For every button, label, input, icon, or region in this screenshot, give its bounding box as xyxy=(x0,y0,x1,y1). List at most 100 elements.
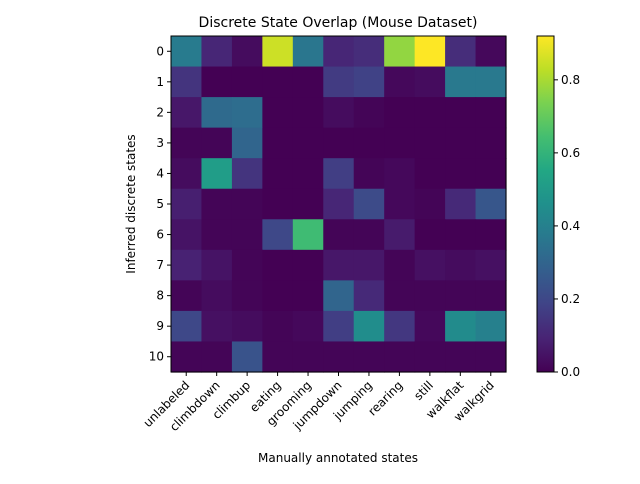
heatmap-cell xyxy=(231,219,263,251)
heatmap-cell xyxy=(353,310,385,343)
heatmap-cell xyxy=(323,127,355,159)
heatmap-cell xyxy=(231,158,263,190)
heatmap-cell xyxy=(231,97,263,129)
heatmap-cell xyxy=(292,249,324,281)
y-tick-label: 2 xyxy=(156,105,164,119)
heatmap-cell xyxy=(292,341,324,373)
chart-title: Discrete State Overlap (Mouse Dataset) xyxy=(199,15,478,31)
heatmap-cell xyxy=(414,249,446,281)
heatmap-cell xyxy=(384,97,416,129)
heatmap-cell xyxy=(475,127,507,159)
y-axis-label: Inferred discrete states xyxy=(124,134,138,273)
heatmap-cell xyxy=(445,97,477,129)
heatmap-cell xyxy=(475,310,507,343)
heatmap-cell xyxy=(475,36,507,68)
heatmap-cell xyxy=(292,219,324,251)
heatmap-cell xyxy=(323,219,355,251)
x-axis-ticks: unlabeledclimbdownclimbupeatinggroomingj… xyxy=(141,372,497,434)
heatmap-cell xyxy=(384,280,416,312)
heatmap-cell xyxy=(445,219,477,251)
heatmap-cell xyxy=(414,219,446,251)
y-tick-label: 1 xyxy=(156,75,164,89)
heatmap-cell xyxy=(201,310,233,343)
heatmap-cell xyxy=(231,280,263,312)
heatmap-cell xyxy=(445,66,477,98)
heatmap-cell xyxy=(292,310,324,343)
heatmap-cell xyxy=(231,341,263,373)
heatmap-cell xyxy=(292,188,324,220)
heatmap-cell xyxy=(201,341,233,373)
heatmap-cell xyxy=(201,219,233,251)
heatmap-cell xyxy=(445,127,477,159)
heatmap-cell xyxy=(384,36,416,68)
heatmap-cell xyxy=(171,158,203,190)
y-tick-label: 3 xyxy=(156,136,164,150)
heatmap-cell xyxy=(353,341,385,373)
heatmap-cell xyxy=(171,341,203,373)
heatmap-cell xyxy=(231,188,263,220)
heatmap-cell xyxy=(384,341,416,373)
heatmap-cell xyxy=(353,280,385,312)
heatmap-cell xyxy=(384,219,416,251)
heatmap-cell xyxy=(292,66,324,98)
heatmap-cell xyxy=(171,36,203,68)
heatmap-cell xyxy=(414,127,446,159)
heatmap-cell xyxy=(384,127,416,159)
heatmap-cell xyxy=(475,219,507,251)
colorbar-tick-label: 0.2 xyxy=(561,292,580,306)
heatmap-cell xyxy=(231,127,263,159)
y-tick-label: 10 xyxy=(149,350,164,364)
heatmap-cell xyxy=(201,127,233,159)
heatmap-cell xyxy=(353,66,385,98)
heatmap-cell xyxy=(475,280,507,312)
y-tick-label: 9 xyxy=(156,319,164,333)
heatmap-cell xyxy=(262,66,294,98)
heatmap-cell xyxy=(353,127,385,159)
heatmap-cell xyxy=(445,36,477,68)
heatmap-cell xyxy=(414,66,446,98)
heatmap-cell xyxy=(384,310,416,343)
y-tick-label: 4 xyxy=(156,166,164,180)
heatmap-cell xyxy=(323,188,355,220)
y-tick-label: 5 xyxy=(156,197,164,211)
heatmap-cell xyxy=(231,66,263,98)
heatmap-cell xyxy=(353,219,385,251)
heatmap-cell xyxy=(231,310,263,343)
y-tick-label: 7 xyxy=(156,258,164,272)
x-tick-label: still xyxy=(411,378,436,403)
heatmap-cell xyxy=(171,219,203,251)
y-tick-label: 8 xyxy=(156,289,164,303)
heatmap-cell xyxy=(171,66,203,98)
heatmap-cell xyxy=(262,188,294,220)
heatmap-cell xyxy=(475,158,507,190)
colorbar xyxy=(536,35,555,373)
heatmap-cell xyxy=(292,97,324,129)
colorbar-tick-label: 0.8 xyxy=(561,73,580,87)
heatmap-cell xyxy=(475,66,507,98)
heatmap-cell xyxy=(262,280,294,312)
heatmap-cell xyxy=(262,341,294,373)
heatmap-cell xyxy=(171,127,203,159)
x-tick-label: rearing xyxy=(365,378,405,418)
heatmap-cell xyxy=(201,280,233,312)
heatmap-cell xyxy=(262,97,294,129)
heatmap-cell xyxy=(445,341,477,373)
heatmap-cell xyxy=(475,341,507,373)
heatmap-cell xyxy=(292,36,324,68)
heatmap-cell xyxy=(384,188,416,220)
heatmap-cell xyxy=(445,188,477,220)
heatmap-cell xyxy=(353,188,385,220)
heatmap-cell xyxy=(445,249,477,281)
colorbar-ticks: 0.0 0.2 0.4 0.6 0.8 xyxy=(554,73,580,379)
heatmap-cell xyxy=(323,97,355,129)
heatmap-cell xyxy=(414,188,446,220)
heatmap-cell xyxy=(353,158,385,190)
heatmap-cell xyxy=(323,341,355,373)
heatmap-cell xyxy=(201,97,233,129)
heatmap-cell xyxy=(201,188,233,220)
heatmap-cell xyxy=(323,249,355,281)
heatmap-cell xyxy=(171,188,203,220)
heatmap-cell xyxy=(475,188,507,220)
y-tick-label: 0 xyxy=(156,44,164,58)
